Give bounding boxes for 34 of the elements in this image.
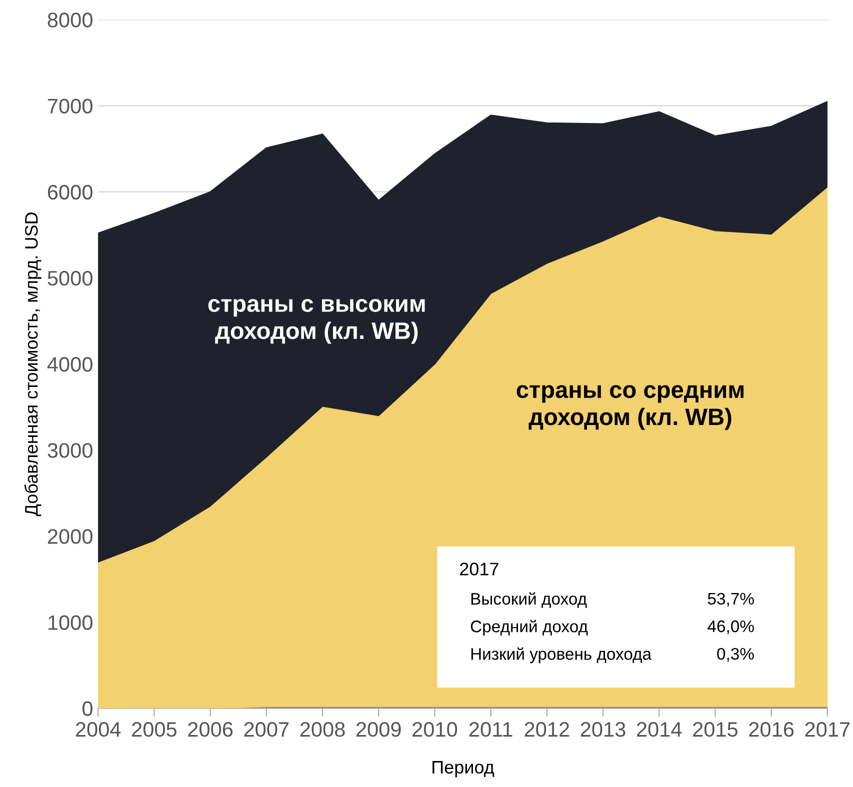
- y-axis-title: Добавленная стоимость, млрд. USD: [24, 212, 42, 516]
- x-tick-label: 2008: [300, 722, 345, 737]
- x-tick-label: 2017: [805, 722, 850, 737]
- x-tick-label: 2010: [412, 722, 458, 737]
- annotation: Низкий уровень дохода: [471, 647, 652, 664]
- y-tick-label: 3000: [48, 443, 92, 458]
- x-tick-label: 2004: [76, 722, 121, 737]
- y-tick-label: 4000: [47, 356, 92, 372]
- annotation: 2017: [460, 562, 498, 576]
- x-tick-label: 2013: [580, 722, 626, 737]
- series-label: страны с высоким доходом (кл. WB): [208, 299, 425, 344]
- x-tick-label: 2012: [524, 722, 570, 737]
- annotation: Высокий доход: [471, 592, 587, 608]
- x-tick-label: 2014: [636, 722, 682, 737]
- x-tick-label: 2016: [749, 722, 794, 737]
- y-tick-label: 0: [82, 701, 92, 716]
- series-label: страны со средним доходом (кл. WB): [516, 385, 744, 430]
- y-tick-label: 6000: [48, 184, 92, 200]
- y-tick-label: 2000: [48, 529, 92, 544]
- x-tick-label: 2011: [469, 722, 512, 737]
- x-axis-title: Период: [432, 761, 494, 778]
- y-tick-label: 5000: [48, 270, 92, 286]
- annotation: Средний доход: [470, 620, 588, 636]
- annotation: 46,0%: [708, 620, 754, 634]
- x-tick-label: 2006: [188, 722, 233, 737]
- annotation: 53,7%: [708, 592, 754, 607]
- annotation: 0,3%: [717, 648, 754, 662]
- x-tick-label: 2015: [693, 722, 738, 737]
- y-tick-label: 8000: [48, 12, 92, 28]
- y-tick-label: 7000: [48, 98, 92, 114]
- x-tick-label: 2009: [356, 722, 401, 737]
- x-tick-label: 2007: [244, 722, 289, 737]
- y-tick-label: 1000: [48, 615, 92, 630]
- x-tick-label: 2005: [132, 722, 176, 737]
